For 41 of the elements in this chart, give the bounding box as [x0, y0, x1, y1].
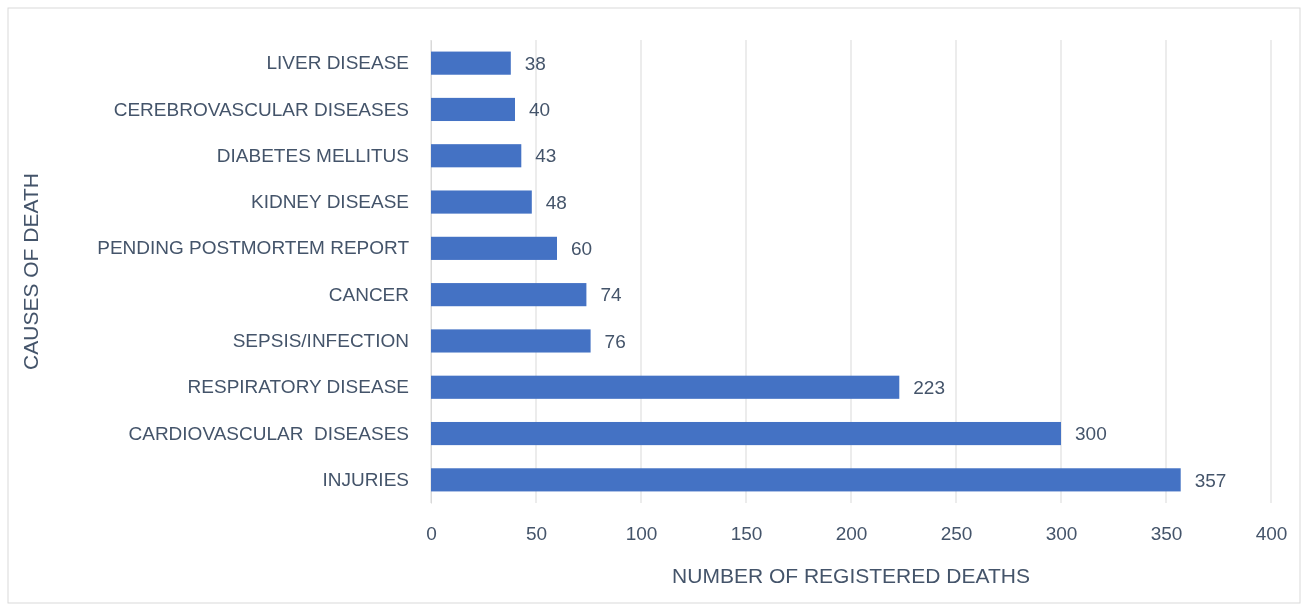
y-tick-label: SEPSIS/INFECTION — [232, 330, 409, 352]
x-tick-label: 350 — [1150, 523, 1183, 545]
bar — [431, 236, 557, 260]
x-tick-label: 400 — [1255, 523, 1288, 545]
x-tick-label: 100 — [625, 523, 658, 545]
bar — [431, 97, 515, 122]
bar — [431, 190, 532, 214]
bar — [431, 329, 591, 353]
bar — [431, 421, 1061, 446]
bar — [431, 51, 511, 75]
x-tick-label: 50 — [525, 523, 548, 545]
y-axis-title: CAUSES OF DEATH — [19, 173, 42, 370]
data-label: 74 — [600, 284, 622, 306]
data-label: 40 — [529, 99, 551, 121]
x-tick-label: 250 — [940, 523, 973, 545]
y-tick-label: RESPIRATORY DISEASE — [187, 376, 409, 398]
data-label: 48 — [545, 191, 567, 213]
y-tick-label: CEREBROVASCULAR DISEASES — [113, 98, 409, 120]
y-tick-label: CARDIOVASCULAR DISEASES — [128, 422, 409, 444]
y-tick-label: INJURIES — [322, 468, 409, 490]
bar — [431, 468, 1181, 492]
y-tick-label: LIVER DISEASE — [266, 52, 409, 74]
bar — [431, 375, 900, 399]
y-tick-label: KIDNEY DISEASE — [250, 191, 409, 213]
x-axis-title: NUMBER OF REGISTERED DEATHS — [672, 564, 1030, 587]
data-label: 38 — [524, 52, 546, 74]
data-label: 223 — [913, 376, 945, 398]
data-label: 300 — [1075, 423, 1107, 445]
data-label: 60 — [571, 238, 593, 259]
data-label: 43 — [535, 145, 557, 167]
data-label: 357 — [1194, 469, 1227, 491]
x-tick-label: 0 — [426, 523, 437, 545]
bar — [431, 283, 587, 307]
x-tick-label: 300 — [1045, 523, 1078, 545]
y-tick-label: PENDING POSTMORTEM REPORT — [97, 237, 410, 259]
bar — [431, 144, 522, 168]
data-label: 76 — [604, 330, 626, 352]
x-tick-label: 200 — [835, 523, 868, 545]
y-tick-label: DIABETES MELLITUS — [216, 144, 409, 166]
y-tick-label: CANCER — [328, 283, 409, 305]
x-tick-label: 150 — [730, 523, 763, 545]
